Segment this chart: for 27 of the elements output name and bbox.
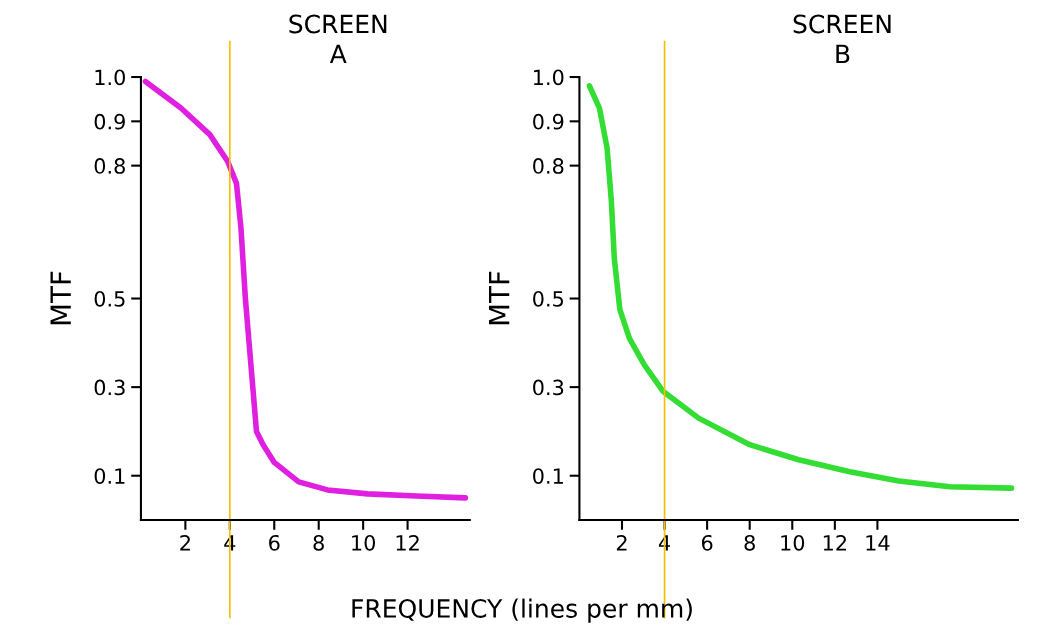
y-tick-label: 0.9 [533,113,564,130]
chart-title: SCREEN A [289,14,387,63]
y-tick-label: 0.9 [94,113,125,130]
chart-title: SCREEN B [793,14,891,63]
x-tick-label: 6 [701,534,713,551]
x-tick-label: 12 [396,534,419,551]
x-tick-label: 14 [866,535,890,551]
y-axis-title: MTF [50,271,71,325]
x-tick-label: 12 [823,534,847,551]
y-tick-label: 0.8 [533,158,564,174]
x-tick-label: 6 [269,534,280,551]
y-tick-label: 0.8 [94,158,125,174]
x-tick-label: 10 [352,534,376,551]
y-tick-label: 1.0 [95,69,125,86]
y-tick-label: 0.5 [94,290,125,307]
y-axis-title: MTF [489,271,510,325]
x-tick-label: 8 [744,534,755,551]
x-tick-label: 10 [781,534,805,551]
x-tick-label: 2 [180,534,190,551]
y-tick-label: 1.0 [533,69,564,86]
y-tick-label: 0.3 [94,379,125,396]
x-tick-label: 2 [616,534,627,551]
y-tick-label: 0.1 [533,468,563,484]
y-tick-label: 0.3 [533,379,564,396]
y-tick-label: 0.5 [533,290,564,307]
y-tick-label: 0.1 [94,468,125,484]
x-tick-label: 8 [313,534,324,551]
